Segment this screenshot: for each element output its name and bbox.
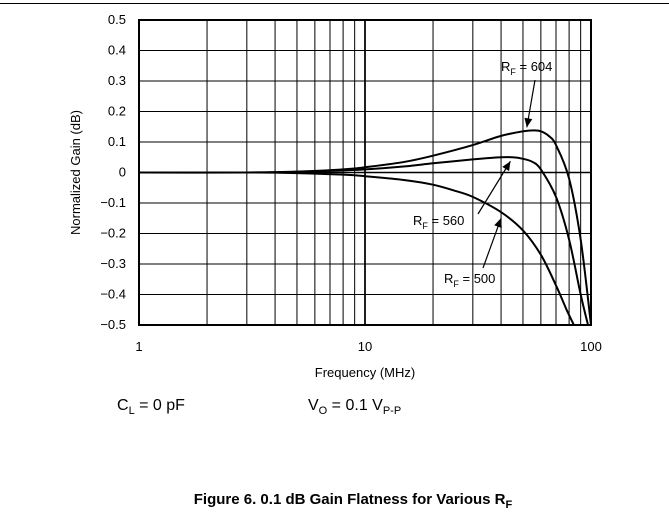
plot-frame [138, 19, 592, 326]
x-tick-label: 10 [358, 339, 372, 354]
y-tick-labels: 0.5 0.4 0.3 0.2 0.1 0 −0.1 −0.2 −0.3 −0.4 −0.5 [100, 12, 126, 332]
y-tick-label: −0.5 [100, 317, 126, 332]
y-axis-label: Normalized Gain (dB) [68, 110, 83, 235]
arrow-head-2 [494, 218, 502, 228]
y-tick-label: −0.1 [100, 195, 126, 210]
x-axis-label: Frequency (MHz) [315, 365, 415, 380]
y-tick-label: −0.4 [100, 287, 126, 302]
y-tick-label: 0.2 [108, 104, 126, 119]
series-line-2 [139, 171, 575, 325]
annotation-arrows [477, 79, 536, 269]
figure-caption: Figure 6. 0.1 dB Gain Flatness for Vario… [194, 491, 513, 511]
arrow-line-1 [477, 160, 511, 215]
y-tick-label: 0.1 [108, 134, 126, 149]
annotation-rf-500: RF = 500 [444, 271, 495, 289]
condition-load-capacitance: CL = 0 pF [117, 397, 185, 417]
x-tick-label: 100 [580, 339, 602, 354]
y-tick-label: −0.2 [100, 226, 126, 241]
series-line-1 [139, 156, 589, 325]
y-tick-label: −0.3 [100, 256, 126, 271]
arrow-head-1 [502, 161, 511, 172]
y-tick-label: 0 [119, 165, 126, 180]
top-rule [0, 3, 669, 4]
x-tick-labels: 1 10 100 [135, 339, 601, 354]
y-tick-label: 0.5 [108, 12, 126, 27]
annotation-rf-604: RF = 604 [501, 59, 552, 77]
annotation-rf-560: RF = 560 [413, 213, 464, 231]
y-tick-label: 0.3 [108, 73, 126, 88]
series-curves [139, 129, 591, 325]
y-tick-label: 0.4 [108, 43, 126, 58]
condition-output-voltage: VO = 0.1 VP-P [308, 397, 401, 417]
arrow-head-0 [524, 117, 533, 128]
x-tick-label: 1 [135, 339, 142, 354]
series-annotations: RF = 604 RF = 560 RF = 500 [413, 59, 552, 289]
